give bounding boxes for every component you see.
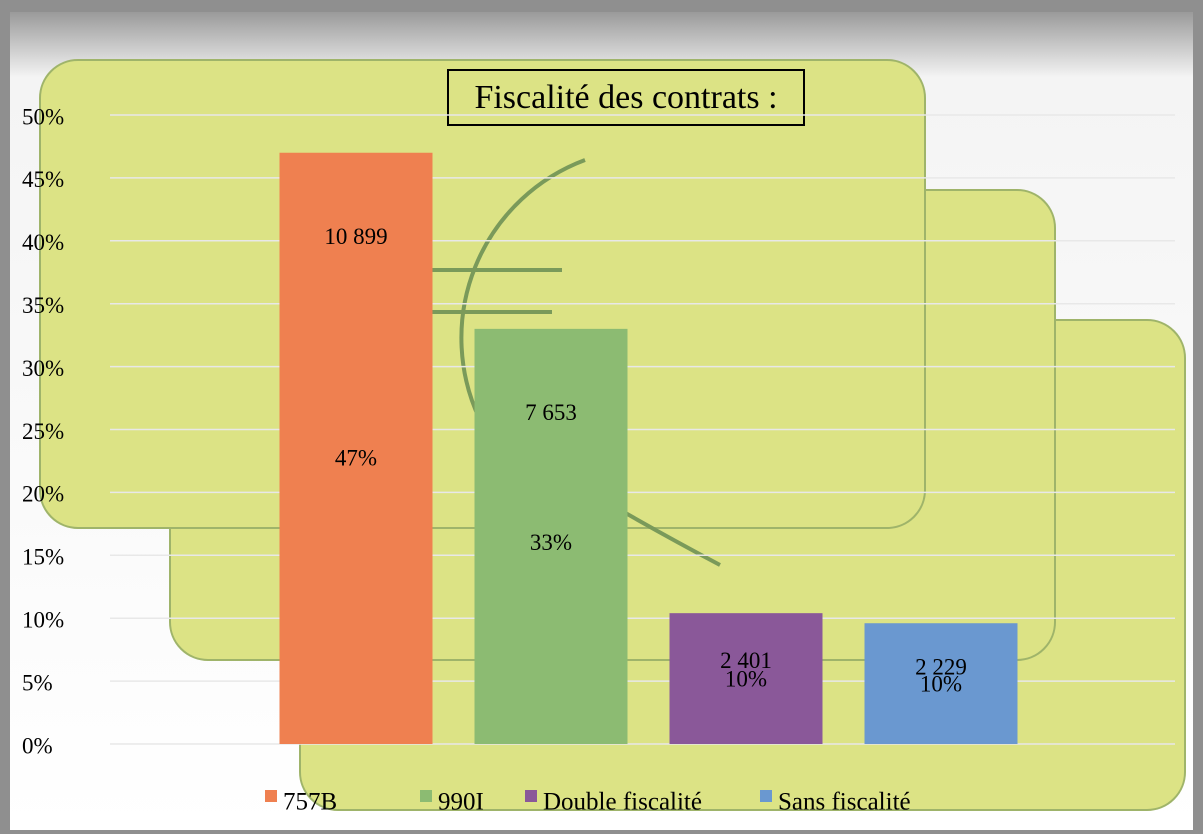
legend-label: 990I — [438, 789, 484, 816]
value-label: 10% — [725, 666, 767, 691]
y-tick-label: 20% — [22, 482, 64, 507]
legend-label: Sans fiscalité — [778, 789, 911, 816]
y-tick-label: 10% — [22, 607, 64, 632]
value-label: 10% — [920, 671, 962, 696]
title-box — [447, 69, 805, 126]
y-tick-label: 45% — [22, 167, 64, 192]
y-tick-label: 25% — [22, 419, 64, 444]
bar — [279, 152, 433, 745]
count-label: 7 653 — [525, 400, 577, 425]
legend-label: 757B — [283, 789, 337, 816]
y-tick-label: 50% — [22, 104, 64, 129]
legend-label: Double fiscalité — [543, 789, 702, 816]
y-tick-label: 0% — [22, 733, 53, 758]
y-tick-label: 5% — [22, 670, 53, 695]
bar — [669, 613, 823, 744]
count-label: 2 229 — [915, 654, 967, 679]
y-tick-label: 30% — [22, 356, 64, 381]
chart-title: Fiscalité des contrats : — [474, 79, 777, 116]
y-tick-label: 35% — [22, 293, 64, 318]
legend-swatch — [265, 790, 277, 802]
legend-swatch — [525, 790, 537, 802]
bar — [864, 623, 1018, 744]
count-label: 2 401 — [720, 648, 772, 673]
y-tick-label: 15% — [22, 545, 64, 570]
legend-swatch — [420, 790, 432, 802]
count-label: 10 899 — [324, 224, 387, 249]
legend-swatch — [760, 790, 772, 802]
bar — [474, 328, 628, 744]
value-label: 47% — [335, 445, 377, 470]
y-tick-label: 40% — [22, 230, 64, 255]
value-label: 33% — [530, 530, 572, 555]
